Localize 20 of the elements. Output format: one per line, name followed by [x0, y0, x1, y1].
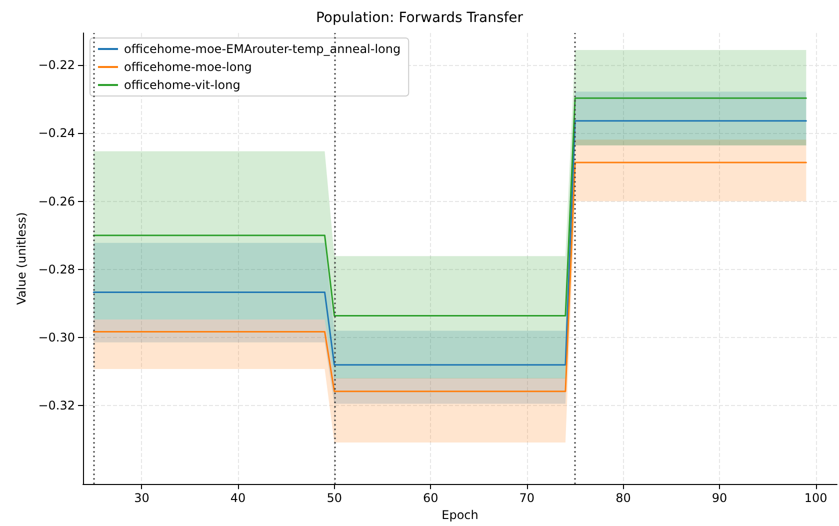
x-tick-label: 70	[519, 491, 535, 506]
y-tick-label: −0.26	[38, 194, 75, 208]
y-tick-label: −0.22	[38, 58, 75, 72]
y-axis-title: Value (unitless)	[14, 212, 28, 305]
chart-title: Population: Forwards Transfer	[316, 10, 524, 26]
y-tick-label: −0.24	[38, 126, 75, 140]
legend-label: officehome-vit-long	[124, 78, 240, 92]
y-tick-label: −0.30	[38, 330, 75, 345]
x-tick-label: 90	[712, 491, 728, 506]
x-tick-label: 30	[134, 491, 150, 506]
y-tick-label: −0.28	[38, 262, 75, 276]
y-tick-label: −0.32	[38, 398, 75, 413]
x-tick-label: 50	[326, 491, 342, 506]
x-axis-title: Epoch	[442, 508, 478, 522]
x-tick-label: 100	[804, 491, 828, 506]
x-tick-label: 40	[230, 491, 246, 506]
x-tick-label: 80	[616, 491, 631, 506]
legend-label: officehome-moe-EMArouter-temp_anneal-long	[124, 42, 401, 56]
x-tick-label: 60	[422, 491, 438, 506]
legend-label: officehome-moe-long	[124, 60, 252, 74]
